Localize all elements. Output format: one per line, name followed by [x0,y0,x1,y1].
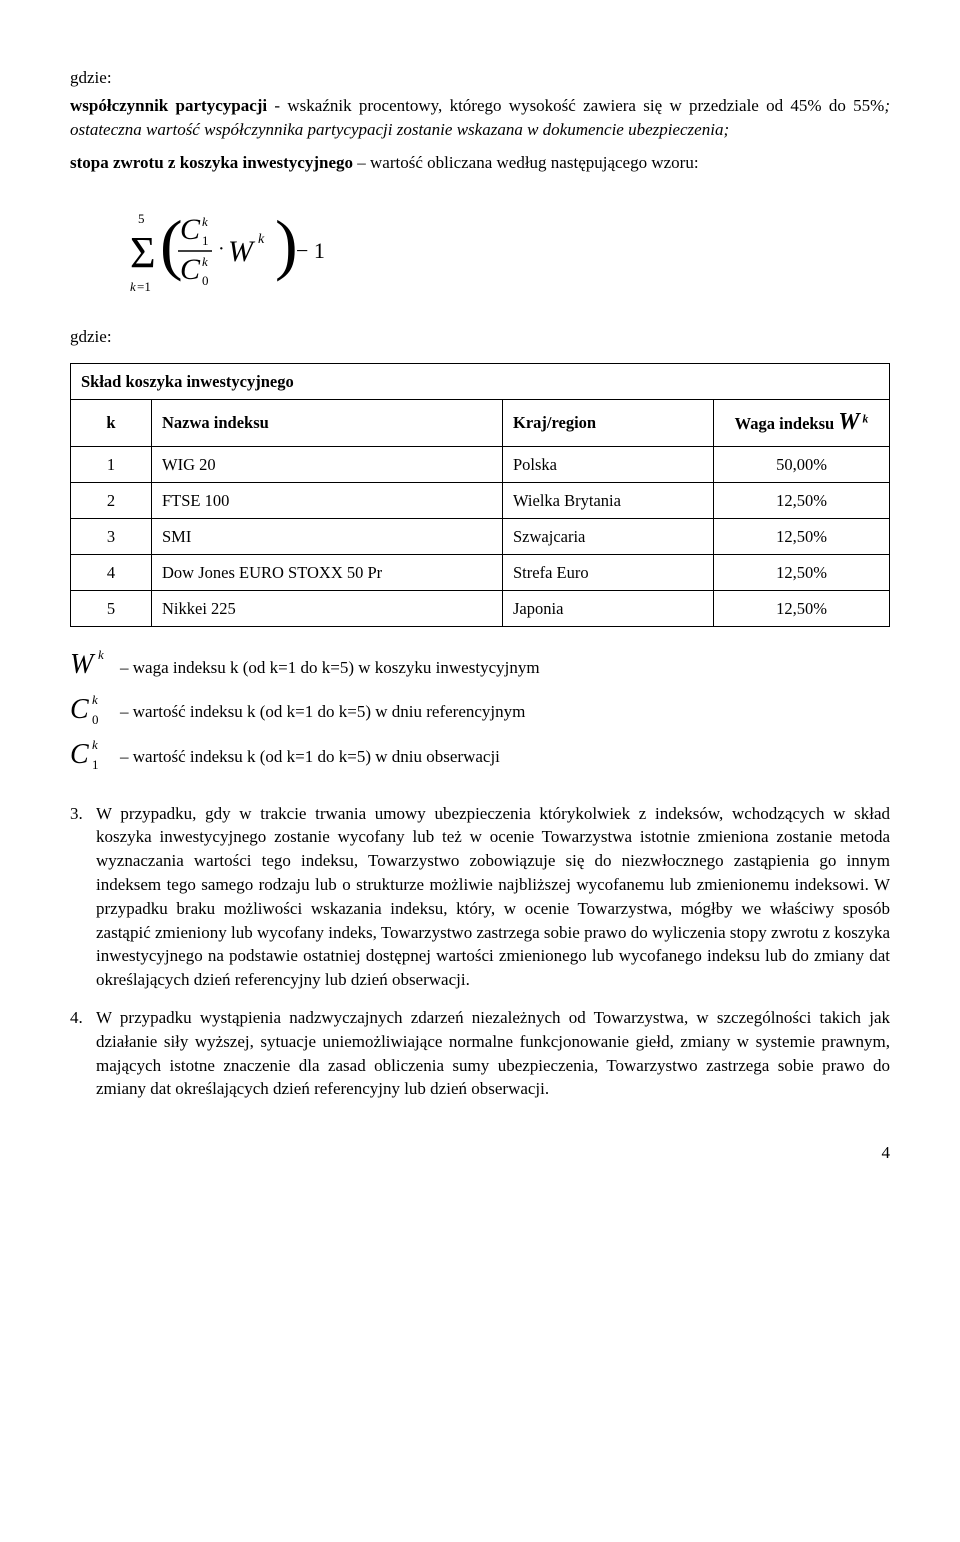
svg-text:C: C [180,253,201,286]
sym-C0-icon: C k 0 [70,692,116,726]
cell-k: 4 [71,554,152,590]
legend-row-C1: C k 1 – wartość indeksu k (od k=1 do k=5… [70,737,890,778]
text-stopa-rest: – wartość obliczana według następującego… [353,153,699,172]
para-4: 4. W przypadku wystąpienia nadzwyczajnyc… [70,1006,890,1101]
cell-name: Dow Jones EURO STOXX 50 Pr [152,554,503,590]
cell-name: SMI [152,518,503,554]
th-weight-W: W [838,409,859,435]
legend-sym-C1: C k 1 [70,737,120,778]
legend-sym-C0: C k 0 [70,692,120,733]
cell-k: 5 [71,591,152,627]
svg-text:5: 5 [138,211,145,226]
para-3-body: W przypadku, gdy w trakcie trwania umowy… [96,802,890,992]
cell-name: FTSE 100 [152,482,503,518]
svg-text:k: k [202,254,208,269]
cell-k: 3 [71,518,152,554]
sym-W-icon: W k [70,647,116,681]
svg-text:): ) [275,206,298,282]
svg-text:k: k [92,737,98,752]
table-row: 2FTSE 100Wielka Brytania12,50% [71,482,890,518]
table-row: 5Nikkei 225Japonia12,50% [71,591,890,627]
para-3-num: 3. [70,802,96,992]
cell-region: Polska [503,446,714,482]
table-title-cell: Skład koszyka inwestycyjnego [71,363,890,399]
svg-text:·: · [218,238,225,260]
svg-text:1: 1 [202,233,209,248]
cell-k: 2 [71,482,152,518]
table-row: 1WIG 20Polska50,00% [71,446,890,482]
svg-text:W: W [228,235,256,268]
cell-k: 1 [71,446,152,482]
legend-sym-W: W k [70,647,120,688]
def-stopa-zwrotu: stopa zwrotu z koszyka inwestycyjnego – … [70,151,890,175]
formula-svg: Σ 5 k =1 ( ) C k 1 C k 0 · W k − 1 [130,205,350,295]
legend-text-W: – waga indeksu k (od k=1 do k=5) w koszy… [120,656,890,680]
legend-text-C1: – wartość indeksu k (od k=1 do k=5) w dn… [120,745,890,769]
svg-text:0: 0 [202,273,209,288]
svg-text:− 1: − 1 [296,238,325,263]
cell-weight: 12,50% [714,554,890,590]
table-title-row: Skład koszyka inwestycyjnego [71,363,890,399]
cell-weight: 12,50% [714,518,890,554]
cell-region: Wielka Brytania [503,482,714,518]
svg-text:C: C [70,694,89,725]
svg-text:k: k [92,692,98,707]
svg-text:=1: =1 [137,279,151,294]
para-4-num: 4. [70,1006,96,1101]
cell-weight: 12,50% [714,591,890,627]
th-weight-sup: k [860,414,869,426]
svg-text:k: k [202,214,208,229]
para-3: 3. W przypadku, gdy w trakcie trwania um… [70,802,890,992]
para-4-body: W przypadku wystąpienia nadzwyczajnych z… [96,1006,890,1101]
label-gdzie-1: gdzie: [70,66,890,90]
th-weight-prefix: Waga indeksu [735,414,839,433]
text-wspolczynnik-range: - wskaźnik procentowy, którego wysokość … [267,96,884,115]
legend-row-W: W k – waga indeksu k (od k=1 do k=5) w k… [70,647,890,688]
cell-name: WIG 20 [152,446,503,482]
th-region: Kraj/region [503,400,714,447]
legend-row-C0: C k 0 – wartość indeksu k (od k=1 do k=5… [70,692,890,733]
cell-region: Strefa Euro [503,554,714,590]
bold-wspolczynnik: współczynnik partycypacji [70,96,267,115]
table-row: 4Dow Jones EURO STOXX 50 PrStrefa Euro12… [71,554,890,590]
cell-region: Japonia [503,591,714,627]
svg-text:C: C [180,213,201,246]
th-k: k [71,400,152,447]
legend-block: W k – waga indeksu k (od k=1 do k=5) w k… [70,647,890,777]
svg-text:0: 0 [92,712,99,726]
table-header-row: k Nazwa indeksu Kraj/region Waga indeksu… [71,400,890,447]
formula: Σ 5 k =1 ( ) C k 1 C k 0 · W k − 1 [130,205,890,295]
svg-text:1: 1 [92,757,99,771]
def-wspolczynnik: współczynnik partycypacji - wskaźnik pro… [70,94,890,142]
svg-text:Σ: Σ [130,228,156,277]
label-gdzie-2: gdzie: [70,325,890,349]
svg-text:W: W [70,649,96,680]
bold-stopa: stopa zwrotu z koszyka inwestycyjnego [70,153,353,172]
sym-C1-icon: C k 1 [70,737,116,771]
table-row: 3SMISzwajcaria12,50% [71,518,890,554]
svg-text:k: k [130,279,136,294]
svg-text:k: k [98,647,104,662]
cell-weight: 50,00% [714,446,890,482]
cell-region: Szwajcaria [503,518,714,554]
svg-text:k: k [258,232,265,247]
th-name: Nazwa indeksu [152,400,503,447]
svg-text:C: C [70,739,89,770]
cell-weight: 12,50% [714,482,890,518]
basket-table: Skład koszyka inwestycyjnego k Nazwa ind… [70,363,890,627]
legend-text-C0: – wartość indeksu k (od k=1 do k=5) w dn… [120,700,890,724]
page-number: 4 [70,1141,890,1165]
th-weight: Waga indeksu W k [714,400,890,447]
cell-name: Nikkei 225 [152,591,503,627]
